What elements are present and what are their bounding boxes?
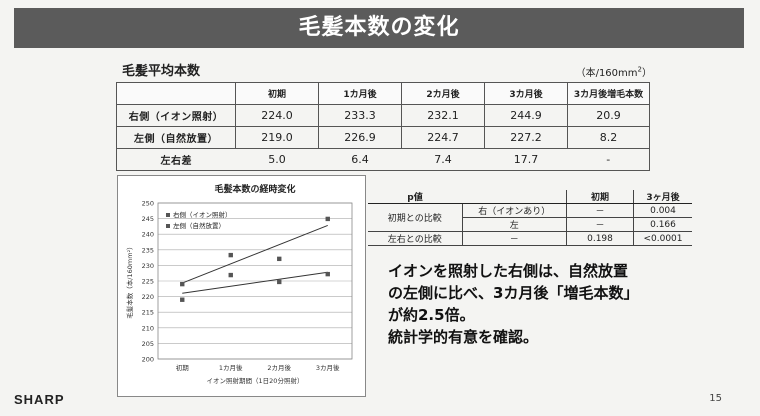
chart-title: 毛髪本数の経時変化 [214, 183, 295, 195]
table-header-row: 初期 1カ月後 2カ月後 3カ月後 3カ月後増毛本数 [116, 82, 650, 105]
table-cell: 6.4 [318, 148, 402, 171]
y-tick-label: 250 [142, 200, 154, 208]
table-header-cell: 2カ月後 [401, 82, 485, 105]
hair-count-table: 初期 1カ月後 2カ月後 3カ月後 3カ月後増毛本数 右側（イオン照射） 224… [116, 82, 650, 171]
p-value-header: 初期 [566, 190, 634, 204]
p-value-header [462, 190, 567, 204]
p-value-sub: － [461, 231, 567, 246]
data-point [277, 279, 282, 285]
y-tick-label: 210 [142, 324, 154, 332]
table-row: 左 － 0.166 [368, 217, 692, 232]
y-tick-label: 240 [142, 231, 154, 239]
legend-marker [166, 213, 170, 217]
legend-marker [166, 224, 170, 228]
p-value-sub: 左 [461, 217, 567, 232]
message-line: 統計学的有意を確認。 [388, 328, 539, 346]
table-header-cell: 3カ月後増毛本数 [567, 82, 650, 105]
unit-sup: 2 [637, 65, 642, 74]
data-point [325, 271, 330, 277]
x-tick-label: 1カ月後 [219, 363, 243, 372]
plot-area [157, 202, 353, 360]
page-number: 15 [709, 393, 722, 404]
table-cell: - [567, 148, 650, 171]
table-cell: 224.7 [401, 126, 485, 149]
table-cell: 224.0 [235, 104, 319, 127]
slide-title: 毛髪本数の変化 [14, 8, 744, 48]
legend-entry: 右側（イオン照射） [173, 210, 232, 219]
table-row: 初期との比較 右（イオンあり） － 0.004 [368, 203, 692, 232]
y-tick-label: 245 [142, 215, 154, 223]
key-message: イオンを照射した右側は、自然放置 の左側に比べ、3カ月後「増毛本数」 が約2.5… [388, 260, 638, 348]
p-value-header: 3ヶ月後 [633, 190, 692, 204]
y-tick-label: 220 [142, 293, 154, 301]
p-value-cell: 0.198 [566, 231, 634, 246]
table-cell: 17.7 [484, 148, 568, 171]
data-point [277, 256, 282, 262]
chart-svg: 毛髪本数の経時変化 200 205 210 215 220 225 230 235 240 245 2… [125, 183, 353, 385]
data-point [180, 281, 185, 287]
p-value-header: p値 [368, 190, 462, 204]
p-value-cell: － [566, 217, 634, 232]
table-cell: 233.3 [318, 104, 402, 127]
p-value-group: 初期との比較 [368, 203, 462, 232]
row-label: 左側（自然放置） [116, 126, 236, 149]
table-cell: 226.9 [318, 126, 402, 149]
table-header-cell: 1カ月後 [318, 82, 402, 105]
p-value-cell: 0.004 [633, 203, 692, 218]
table-header-cell: 初期 [235, 82, 319, 105]
p-value-group: 左右との比較 [368, 231, 462, 246]
x-axis-label: イオン照射期間（1日20分照射） [207, 376, 304, 385]
data-point [325, 216, 330, 222]
table-cell: 8.2 [567, 126, 650, 149]
table-cell: 219.0 [235, 126, 319, 149]
table-row: 左右との比較 － 0.198 <0.0001 [368, 231, 692, 246]
p-value-cell: 0.166 [633, 217, 692, 232]
section-label: 毛髪平均本数 [122, 64, 201, 79]
y-axis-label: 毛髪本数（本/160mm²） [125, 243, 134, 318]
table-row: 左側（自然放置） 219.0 226.9 224.7 227.2 8.2 [116, 126, 650, 149]
y-tick-label: 225 [142, 278, 154, 286]
table-cell: 5.0 [235, 148, 319, 171]
table-cell: 20.9 [567, 104, 650, 127]
x-tick-label: 初期 [176, 363, 190, 372]
message-line: が約2.5倍。 [388, 306, 475, 324]
table-cell: 7.4 [401, 148, 485, 171]
table-row: 左右差 5.0 6.4 7.4 17.7 - [116, 148, 650, 171]
p-value-header-row: p値 初期 3ヶ月後 [368, 190, 692, 204]
message-line: イオンを照射した右側は、自然放置 [388, 262, 629, 280]
sharp-logo: SHARP [14, 392, 65, 407]
p-value-sub: 右（イオンあり） [461, 203, 567, 218]
y-tick-label: 230 [142, 262, 154, 270]
data-point [228, 252, 233, 258]
y-tick-label: 235 [142, 246, 154, 254]
unit-prefix: （本/160mm [575, 68, 638, 79]
table-cell: 244.9 [484, 104, 568, 127]
x-tick-label: 3カ月後 [316, 363, 340, 372]
data-point [180, 297, 185, 302]
p-value-table: p値 初期 3ヶ月後 初期との比較 右（イオンあり） － 0.004 左 － 0… [368, 190, 692, 246]
trend-line [182, 271, 328, 294]
p-value-cell: － [566, 203, 634, 218]
legend-entry: 左側（自然放置） [173, 221, 225, 230]
row-label: 左右差 [116, 148, 236, 171]
x-tick-label: 2カ月後 [267, 363, 291, 372]
row-label: 右側（イオン照射） [116, 104, 236, 127]
table-cell: 232.1 [401, 104, 485, 127]
table-header-cell [116, 82, 236, 105]
y-tick-label: 205 [142, 340, 154, 348]
data-point [228, 272, 233, 278]
message-line: の左側に比べ、3カ月後「増毛本数」 [388, 284, 639, 302]
hair-count-chart: 毛髪本数の経時変化 200 205 210 215 220 225 230 235 240 245 2… [117, 175, 366, 397]
unit-label: （本/160mm2） [576, 64, 652, 79]
trend-line [182, 224, 328, 284]
table-cell: 227.2 [484, 126, 568, 149]
table-row: 右側（イオン照射） 224.0 233.3 232.1 244.9 20.9 [116, 104, 650, 127]
table-header-cell: 3カ月後 [484, 82, 568, 105]
p-value-cell: <0.0001 [633, 231, 692, 246]
y-tick-label: 215 [142, 309, 154, 317]
y-tick-label: 200 [142, 356, 154, 364]
unit-suffix: ） [642, 68, 652, 79]
